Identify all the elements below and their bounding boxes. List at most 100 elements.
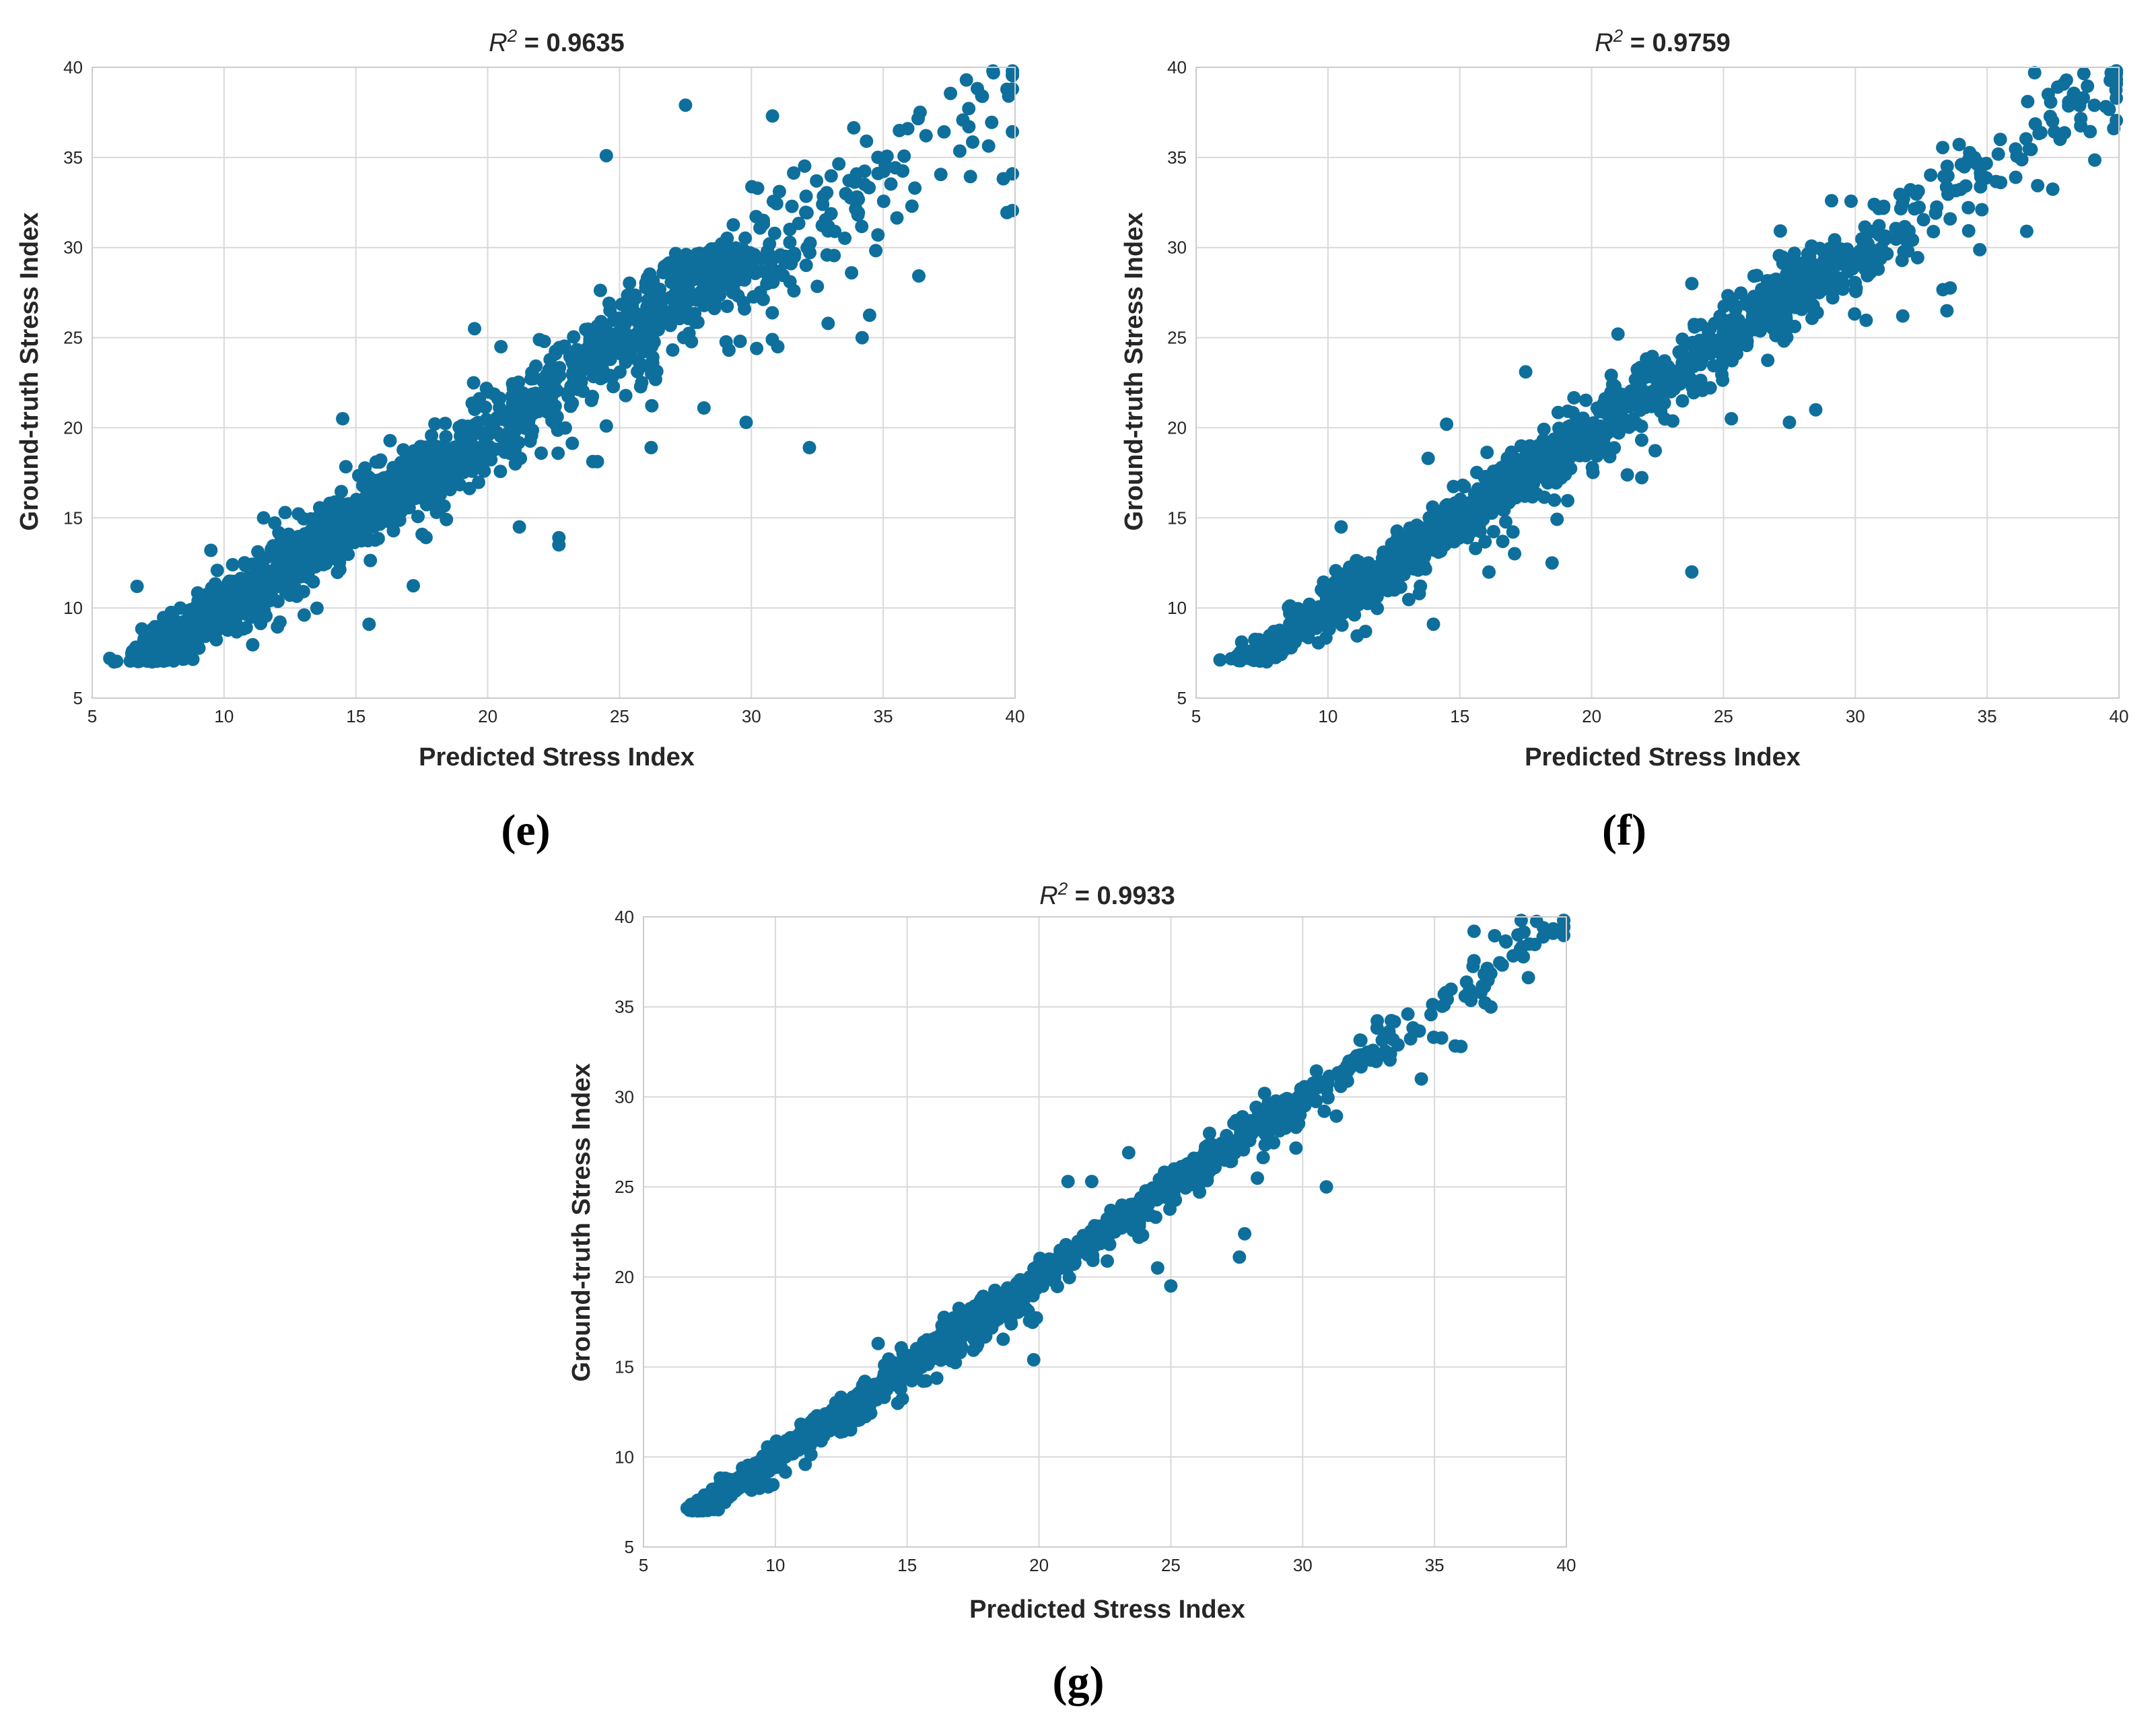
data-point xyxy=(934,168,948,182)
data-point xyxy=(938,1350,952,1365)
data-point xyxy=(713,264,727,278)
data-point xyxy=(745,180,759,194)
data-point xyxy=(1910,250,1924,265)
data-point xyxy=(1486,524,1500,539)
data-point xyxy=(1529,914,1543,928)
data-point xyxy=(1292,623,1306,638)
data-point xyxy=(869,244,883,258)
data-point xyxy=(1685,565,1699,579)
data-point xyxy=(1749,322,1764,337)
data-point xyxy=(1517,950,1531,964)
data-point xyxy=(2046,114,2060,128)
data-point xyxy=(799,259,813,273)
data-point xyxy=(480,450,494,464)
data-point xyxy=(1993,133,2007,147)
data-point xyxy=(306,575,320,589)
data-point xyxy=(1688,318,1701,331)
data-point xyxy=(465,464,479,478)
data-point xyxy=(148,619,162,633)
data-point xyxy=(310,601,324,615)
data-point xyxy=(2081,79,2095,93)
data-point xyxy=(1787,246,1801,261)
data-point xyxy=(2110,91,2124,105)
data-point xyxy=(229,615,243,629)
data-point xyxy=(1424,1008,1438,1022)
data-point xyxy=(306,512,320,526)
data-point xyxy=(274,534,288,548)
panel-f-x-axis-label: Predicted Stress Index xyxy=(1525,743,1801,771)
data-point xyxy=(908,181,922,195)
data-point xyxy=(1621,395,1635,409)
data-point xyxy=(1704,347,1718,361)
data-point xyxy=(927,1344,941,1358)
data-point xyxy=(383,434,397,448)
data-point xyxy=(1053,1243,1068,1258)
data-point xyxy=(599,419,613,433)
data-point xyxy=(1256,1150,1270,1165)
data-point xyxy=(753,221,767,235)
data-point xyxy=(1006,167,1020,181)
data-point xyxy=(1370,1021,1384,1035)
x-tick-label: 20 xyxy=(1029,1555,1049,1575)
data-point xyxy=(584,393,598,407)
panel-f-points xyxy=(1213,64,2124,669)
data-point xyxy=(640,271,654,285)
data-point xyxy=(594,314,608,329)
data-point xyxy=(736,296,751,310)
data-point xyxy=(697,401,711,415)
data-point xyxy=(1968,151,1982,165)
data-point xyxy=(1910,187,1923,201)
data-point xyxy=(1877,199,1891,213)
data-point xyxy=(1251,1171,1264,1185)
data-point xyxy=(1321,1091,1335,1105)
data-point xyxy=(508,423,522,438)
data-point xyxy=(390,500,405,514)
y-tick-label: 30 xyxy=(1167,238,1187,258)
data-point xyxy=(532,333,547,347)
data-point xyxy=(493,429,508,444)
data-point xyxy=(1175,1160,1189,1173)
data-point xyxy=(257,603,271,617)
data-point xyxy=(679,98,693,112)
y-tick-label: 40 xyxy=(615,907,634,927)
data-point xyxy=(2031,178,2045,193)
data-point xyxy=(1408,528,1422,543)
data-point xyxy=(766,1461,780,1475)
data-point xyxy=(462,481,477,495)
data-point xyxy=(2103,73,2118,88)
data-point xyxy=(1766,273,1780,287)
data-point xyxy=(1961,223,1976,238)
data-point xyxy=(1715,312,1729,326)
data-point xyxy=(347,535,361,549)
data-point xyxy=(605,370,619,384)
data-point xyxy=(1557,920,1571,934)
data-point xyxy=(1545,556,1559,570)
data-point xyxy=(787,166,801,180)
data-point xyxy=(858,177,872,191)
panel-g-frame xyxy=(643,916,1567,1548)
data-point xyxy=(1488,929,1502,942)
data-point xyxy=(1044,1253,1058,1268)
data-point xyxy=(539,392,553,406)
data-point xyxy=(739,415,753,429)
y-tick-label: 40 xyxy=(1167,57,1187,77)
data-point xyxy=(1908,202,1922,216)
data-point xyxy=(821,224,835,238)
data-point xyxy=(1645,349,1659,364)
data-point xyxy=(1164,1279,1178,1293)
y-tick-label: 35 xyxy=(615,997,634,1017)
data-point xyxy=(1006,125,1020,139)
data-point xyxy=(1150,1261,1164,1275)
data-point xyxy=(1293,611,1307,625)
data-point xyxy=(1506,949,1520,963)
data-point xyxy=(125,647,139,661)
data-point xyxy=(986,66,1000,80)
data-point xyxy=(260,578,273,592)
data-point xyxy=(1514,914,1528,928)
data-point xyxy=(429,506,444,519)
data-point xyxy=(1725,412,1739,425)
data-point xyxy=(1332,583,1346,597)
x-tick-label: 10 xyxy=(1318,706,1337,726)
data-point xyxy=(1859,261,1873,275)
data-point xyxy=(297,512,311,526)
